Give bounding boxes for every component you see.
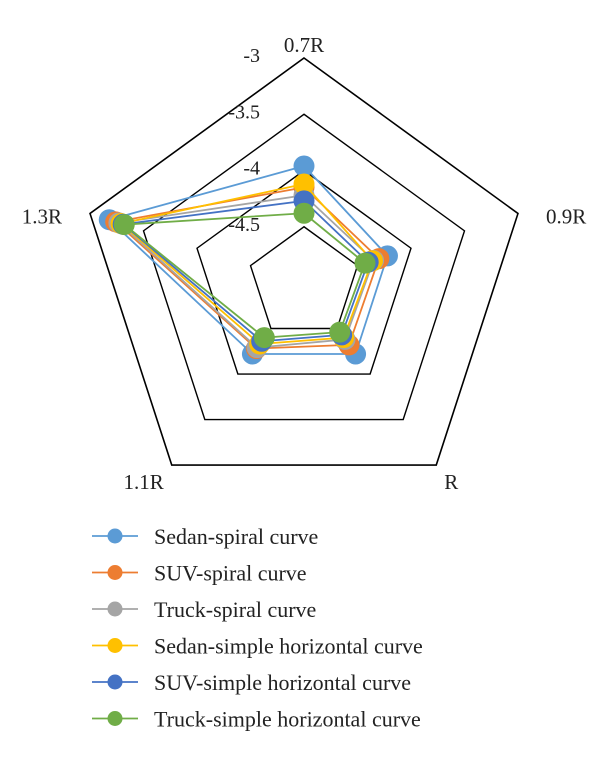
series-5	[113, 202, 376, 349]
axis-label-R: R	[444, 470, 458, 494]
tick-label: -4	[243, 158, 260, 180]
legend-marker	[107, 638, 123, 653]
legend-item: Sedan-simple horizontal curve	[92, 634, 423, 659]
legend-item: SUV-simple horizontal curve	[92, 670, 411, 695]
grid-ring	[196, 169, 412, 375]
legend-item: Truck-spiral curve	[92, 597, 316, 622]
tick-label: -3.5	[228, 101, 260, 123]
legend-marker	[107, 528, 123, 544]
axis-label-0_7R: 0.7R	[284, 33, 324, 57]
legend: Sedan-spiral curve SUV-spiral curve Truck-…	[92, 524, 423, 732]
series-line	[108, 165, 389, 355]
legend-item: Truck-simple horizontal curve	[92, 707, 421, 732]
data-point	[354, 252, 376, 274]
grid-ring	[89, 57, 519, 466]
legend-label: Sedan-spiral curve	[154, 524, 318, 549]
legend-label: Truck-spiral curve	[154, 597, 316, 622]
legend-label: SUV-simple horizontal curve	[154, 670, 411, 695]
grid-ring	[249, 225, 359, 330]
series-line	[122, 199, 370, 343]
axis-label-1_1R: 1.1R	[123, 470, 163, 494]
legend-marker	[107, 711, 123, 726]
series-line	[120, 183, 374, 345]
legend-label: SUV-spiral curve	[154, 561, 307, 586]
legend-marker	[107, 674, 123, 690]
series-layer	[98, 155, 398, 365]
legend-label: Truck-simple horizontal curve	[154, 707, 421, 732]
tick-label: -3	[243, 45, 260, 67]
series-line	[123, 212, 366, 339]
legend-marker	[107, 601, 123, 617]
data-point	[293, 173, 315, 195]
legend-item: SUV-spiral curve	[92, 561, 307, 586]
series-line	[114, 186, 380, 350]
data-point	[113, 214, 135, 236]
data-point	[293, 155, 315, 177]
axis-label-0_9R: 0.9R	[546, 204, 586, 228]
radial-tick-labels: -3 -3.5 -4 -4.5	[228, 45, 260, 236]
legend-item: Sedan-spiral curve	[92, 524, 318, 549]
legend-marker	[107, 565, 123, 580]
data-point	[293, 202, 315, 224]
tick-label: -4.5	[228, 214, 260, 236]
data-point	[329, 321, 351, 343]
data-point	[253, 327, 275, 349]
legend-label: Sedan-simple horizontal curve	[154, 634, 423, 659]
axis-labels: 0.7R 0.9R R 1.1R 1.3R	[22, 33, 587, 494]
axis-label-1_3R: 1.3R	[22, 204, 62, 228]
